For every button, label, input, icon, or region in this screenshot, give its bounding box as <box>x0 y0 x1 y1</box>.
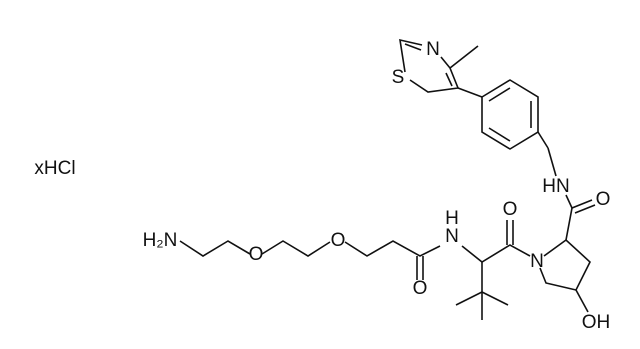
bond <box>455 291 483 306</box>
bond <box>575 289 589 313</box>
salt-label: xHCl <box>34 158 75 179</box>
bond <box>445 72 453 87</box>
bond <box>261 240 331 257</box>
bond <box>179 240 251 257</box>
bond <box>574 204 596 214</box>
atom-label: O <box>596 189 611 210</box>
bond <box>481 79 539 150</box>
bond <box>404 43 422 51</box>
bonds <box>179 38 596 320</box>
atom-label: N <box>426 39 440 60</box>
bond <box>571 199 593 209</box>
atom-label: O <box>249 244 264 265</box>
atom-label: N <box>530 251 544 272</box>
atom-label: OH <box>582 312 611 333</box>
bond <box>461 244 531 263</box>
bond <box>565 194 573 209</box>
bond <box>537 131 549 149</box>
bond <box>539 238 591 291</box>
bond <box>488 127 511 142</box>
bond <box>565 207 573 241</box>
atom-label: H₂N <box>143 230 178 251</box>
atom-label: O <box>413 278 428 299</box>
atom-label: S <box>392 67 405 88</box>
bond <box>488 87 511 102</box>
bond <box>449 45 479 69</box>
atom-label: HN <box>542 176 569 197</box>
bond <box>409 56 460 93</box>
atom-label: O <box>331 230 346 251</box>
bond <box>457 87 483 98</box>
bond <box>481 291 509 306</box>
bond <box>399 38 423 73</box>
bond <box>344 240 441 257</box>
bond <box>547 147 557 177</box>
atom-label: O <box>503 199 518 220</box>
